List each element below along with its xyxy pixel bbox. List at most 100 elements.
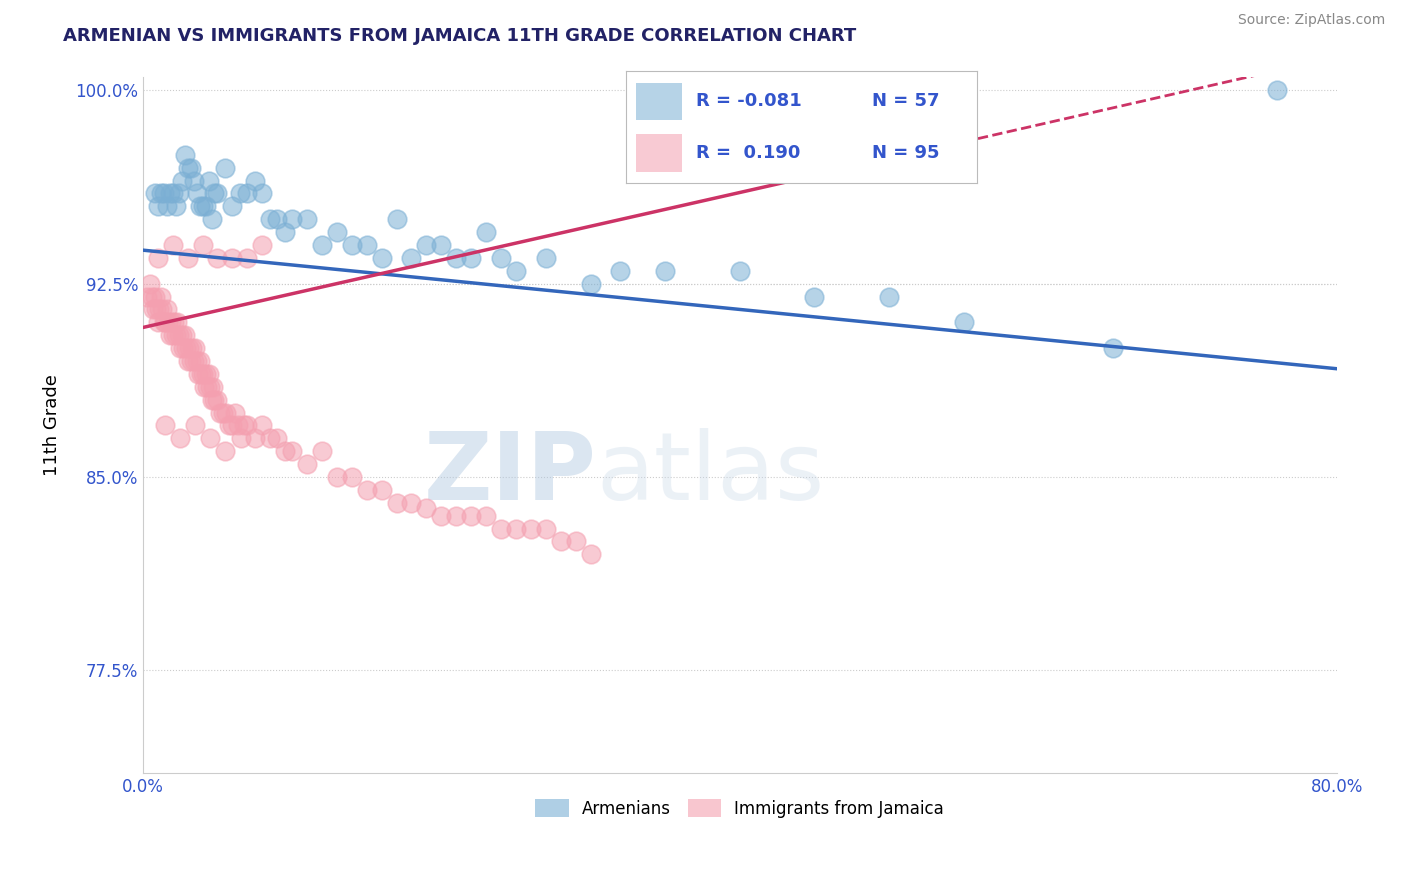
Point <box>489 251 512 265</box>
Point <box>224 405 246 419</box>
Point <box>228 418 250 433</box>
Point <box>236 418 259 433</box>
Y-axis label: 11th Grade: 11th Grade <box>44 375 60 476</box>
Point <box>165 199 187 213</box>
Text: ARMENIAN VS IMMIGRANTS FROM JAMAICA 11TH GRADE CORRELATION CHART: ARMENIAN VS IMMIGRANTS FROM JAMAICA 11TH… <box>63 27 856 45</box>
Point <box>209 405 232 419</box>
Point <box>152 315 174 329</box>
Point <box>204 186 226 201</box>
Point <box>207 392 229 407</box>
Point <box>141 289 163 303</box>
Point <box>200 212 222 227</box>
Point <box>179 341 201 355</box>
Point <box>159 328 181 343</box>
Point <box>193 380 215 394</box>
Point <box>166 315 188 329</box>
Point <box>146 251 169 265</box>
Point <box>229 186 252 201</box>
Point <box>218 418 240 433</box>
Point <box>430 238 453 252</box>
Point <box>184 341 207 355</box>
Point <box>195 380 218 394</box>
Point <box>169 431 191 445</box>
Point <box>446 251 468 265</box>
Point <box>236 186 259 201</box>
Point <box>803 289 825 303</box>
Point <box>184 418 207 433</box>
Text: R = -0.081: R = -0.081 <box>696 93 801 111</box>
Point <box>340 470 363 484</box>
Point <box>145 302 167 317</box>
Point <box>183 354 205 368</box>
Point <box>176 251 198 265</box>
Point <box>146 199 169 213</box>
Point <box>505 264 527 278</box>
Point <box>609 264 631 278</box>
Point <box>156 199 179 213</box>
Point <box>204 392 226 407</box>
Point <box>550 534 572 549</box>
Point <box>356 238 378 252</box>
Point <box>172 341 194 355</box>
Point <box>654 264 676 278</box>
Point <box>190 367 212 381</box>
Point <box>149 186 172 201</box>
Point <box>181 341 204 355</box>
Point <box>534 251 557 265</box>
Point <box>212 405 235 419</box>
Point <box>520 522 543 536</box>
Point <box>534 522 557 536</box>
Point <box>160 315 183 329</box>
Point <box>207 186 229 201</box>
Point <box>201 380 224 394</box>
Point <box>326 225 349 239</box>
Point <box>385 212 408 227</box>
Point <box>191 367 214 381</box>
Point <box>236 251 259 265</box>
Point <box>162 238 184 252</box>
Point <box>170 328 193 343</box>
Point <box>415 238 437 252</box>
Point <box>273 444 295 458</box>
Point <box>149 289 172 303</box>
Point <box>311 238 333 252</box>
Point <box>157 315 180 329</box>
Point <box>148 302 170 317</box>
Point <box>233 418 256 433</box>
Text: atlas: atlas <box>596 428 825 520</box>
Point <box>167 186 190 201</box>
Point <box>326 470 349 484</box>
Point <box>221 418 243 433</box>
Point <box>142 302 165 317</box>
Point <box>136 289 159 303</box>
Point <box>266 212 288 227</box>
Point <box>385 496 408 510</box>
Point <box>139 277 162 291</box>
Point <box>180 354 202 368</box>
Text: N = 57: N = 57 <box>872 93 939 111</box>
Point <box>186 354 208 368</box>
Point <box>370 483 392 497</box>
Point <box>197 367 219 381</box>
Point <box>221 199 243 213</box>
Point <box>183 173 205 187</box>
Point <box>143 186 166 201</box>
Point <box>489 522 512 536</box>
Point <box>207 251 229 265</box>
Point <box>191 199 214 213</box>
Point <box>173 328 195 343</box>
Point <box>163 315 186 329</box>
Point <box>197 173 219 187</box>
Point <box>170 173 193 187</box>
Point <box>214 444 236 458</box>
Point <box>180 161 202 175</box>
Point <box>475 225 498 239</box>
Point <box>415 500 437 515</box>
Point <box>281 212 304 227</box>
Point <box>1102 341 1125 355</box>
Point <box>167 328 190 343</box>
Point <box>194 367 217 381</box>
Point <box>169 341 191 355</box>
FancyBboxPatch shape <box>636 134 682 171</box>
Point <box>194 199 217 213</box>
